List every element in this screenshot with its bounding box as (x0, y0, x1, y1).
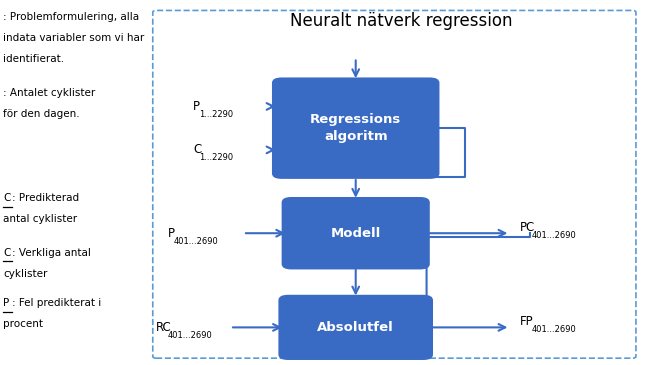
Text: 401...2690: 401...2690 (168, 331, 212, 340)
Text: Regressions
algoritm: Regressions algoritm (310, 113, 401, 143)
Text: : Predikterad: : Predikterad (12, 193, 79, 203)
FancyBboxPatch shape (272, 77, 439, 179)
Text: PC: PC (520, 221, 535, 234)
Text: Neuralt nätverk regression: Neuralt nätverk regression (290, 12, 512, 30)
Text: : Verkliga antal: : Verkliga antal (12, 248, 91, 258)
Text: : Antalet cyklister: : Antalet cyklister (3, 88, 96, 98)
Text: 401...2690: 401...2690 (173, 237, 218, 246)
Text: Modell: Modell (331, 227, 381, 240)
Text: för den dagen.: för den dagen. (3, 110, 80, 119)
Text: 401...2690: 401...2690 (532, 231, 576, 240)
Text: 401...2690: 401...2690 (532, 326, 576, 334)
Text: P: P (3, 299, 10, 308)
Text: : Problemformulering, alla: : Problemformulering, alla (3, 12, 140, 22)
Text: indata variabler som vi har: indata variabler som vi har (3, 33, 144, 43)
Text: 1...2290: 1...2290 (199, 153, 234, 162)
FancyBboxPatch shape (278, 295, 433, 360)
Text: C: C (3, 248, 11, 258)
Text: C: C (193, 143, 202, 156)
Text: antal cyklister: antal cyklister (3, 214, 78, 224)
Text: 1...2290: 1...2290 (199, 110, 234, 119)
Text: C: C (3, 193, 11, 203)
Text: RC: RC (156, 321, 171, 334)
Text: P: P (168, 227, 175, 240)
Text: procent: procent (3, 319, 43, 330)
Text: FP: FP (520, 315, 534, 328)
Text: : Fel predikterat i: : Fel predikterat i (12, 299, 101, 308)
Text: cyklister: cyklister (3, 269, 48, 279)
FancyBboxPatch shape (281, 197, 430, 269)
Text: Absolutfel: Absolutfel (317, 321, 394, 334)
Text: P: P (193, 100, 201, 113)
Text: identifierat.: identifierat. (3, 54, 65, 64)
